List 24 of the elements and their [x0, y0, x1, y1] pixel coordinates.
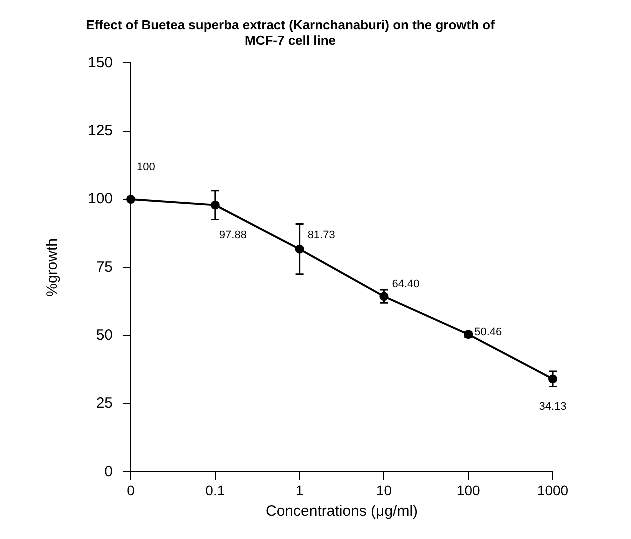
- y-tick-label: 50: [96, 327, 114, 344]
- x-tick-label: 1000: [537, 482, 569, 498]
- x-tick-label: 0: [127, 482, 136, 498]
- y-tick-label: 100: [88, 190, 114, 208]
- data-label: 97.88: [219, 229, 247, 242]
- x-axis-title: Concentrations (μg/ml): [266, 503, 418, 520]
- y-tick-label: 25: [96, 395, 114, 412]
- y-tick-label: 75: [96, 258, 114, 276]
- x-tick-label: 1: [296, 482, 304, 498]
- data-label: 64.40: [392, 278, 420, 291]
- data-label: 81.73: [308, 229, 336, 242]
- y-axis-title: %growth: [44, 238, 62, 297]
- point: [126, 195, 136, 204]
- x-tick-label: 100: [456, 482, 480, 498]
- x-tick-label: 0.1: [206, 482, 226, 498]
- text: MCF-7 cell line: [244, 32, 336, 48]
- y-tick-label: 150: [88, 54, 114, 72]
- data-label: 50.46: [474, 326, 502, 339]
- y-tick-label: 125: [88, 122, 114, 140]
- data-label: 100: [137, 162, 156, 174]
- data-label: 34.13: [539, 401, 567, 414]
- text: Effect of Buetea superba extract (Karnchanaburi) on the growth of: [86, 17, 495, 32]
- x-tick-label: 10: [376, 482, 392, 498]
- y-tick-label: 0: [104, 463, 114, 480]
